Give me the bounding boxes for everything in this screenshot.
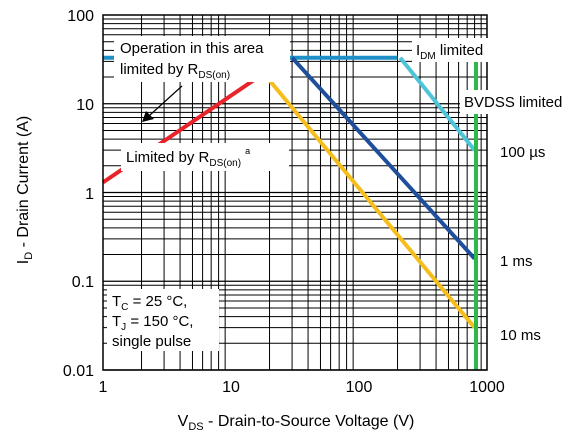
y-tick-label: 0.01 bbox=[63, 363, 94, 380]
series-100us-line bbox=[398, 56, 477, 152]
y-tick-label: 10 bbox=[76, 97, 94, 114]
y-tick-label: 1 bbox=[85, 186, 94, 203]
idm-label-background bbox=[412, 38, 500, 62]
bvdss-limited-label: BVDSS limited bbox=[464, 94, 562, 111]
limited-note-background bbox=[121, 143, 289, 171]
label-10ms: 10 ms bbox=[500, 327, 541, 344]
x-tick-label: 10 bbox=[222, 379, 240, 396]
idm-limited-label: IDM limited bbox=[416, 42, 483, 62]
conditions-tc: TC = 25 °C, bbox=[112, 293, 187, 313]
series-10ms-line bbox=[262, 72, 477, 329]
10ms-label-background bbox=[496, 324, 552, 346]
rds-arrow-line bbox=[149, 85, 183, 116]
operation-note-line1: Operation in this area bbox=[120, 40, 264, 57]
y-tick-label: 0.1 bbox=[72, 274, 94, 291]
y-axis-title: ID - Drain Current (A) bbox=[15, 116, 35, 264]
x-axis-title: VDS - Drain-to-Source Voltage (V) bbox=[178, 413, 415, 433]
1ms-label-background bbox=[496, 250, 546, 272]
x-tick-label: 100 bbox=[346, 379, 373, 396]
limited-by-rds-label: Limited by RDS(on)a bbox=[126, 146, 250, 169]
rds-arrow-head bbox=[142, 111, 154, 122]
plot-border bbox=[102, 14, 488, 371]
bvdss-label-background bbox=[460, 90, 578, 114]
conditions-tj: TJ = 150 °C, bbox=[112, 313, 193, 333]
x-tick-label: 1 bbox=[99, 379, 108, 396]
operation-note-background bbox=[114, 36, 290, 82]
y-tick-label: 100 bbox=[67, 8, 94, 25]
conditions-single-pulse: single pulse bbox=[112, 333, 191, 350]
100us-label-background bbox=[496, 140, 558, 162]
conditions-note-background bbox=[107, 289, 219, 351]
series-1ms-line bbox=[290, 56, 477, 260]
label-1ms: 1 ms bbox=[500, 253, 533, 270]
operation-note-line2: limited by RDS(on) bbox=[120, 61, 230, 81]
x-tick-label: 1000 bbox=[469, 379, 505, 396]
x-tick-labels: 1 10 100 1000 bbox=[99, 379, 505, 396]
label-100us: 100 µs bbox=[500, 144, 545, 161]
y-tick-labels: 0.01 0.1 1 10 100 bbox=[63, 8, 94, 380]
